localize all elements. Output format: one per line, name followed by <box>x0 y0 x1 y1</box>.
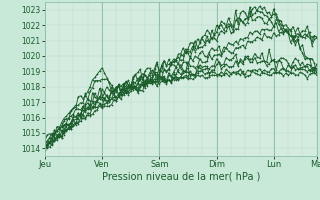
X-axis label: Pression niveau de la mer( hPa ): Pression niveau de la mer( hPa ) <box>102 172 260 182</box>
